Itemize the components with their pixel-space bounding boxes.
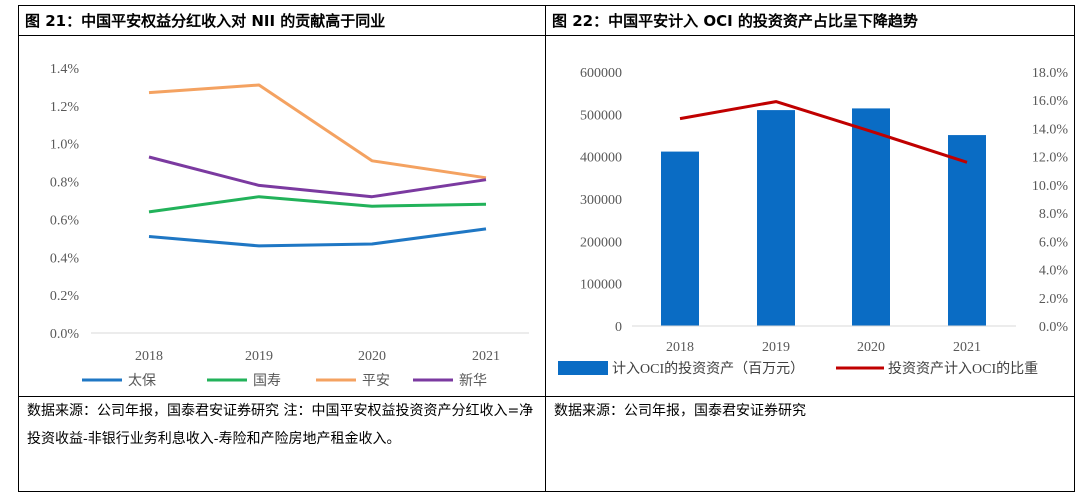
x-tick-label: 2020 bbox=[857, 340, 885, 355]
y-tick-label: 0.6% bbox=[50, 213, 80, 228]
y-tick-label: 1.0% bbox=[50, 138, 80, 153]
x-tick-label: 2018 bbox=[666, 340, 694, 355]
y-left-tick-label: 200000 bbox=[580, 235, 622, 250]
right-chart-area: 0 100000 200000 300000 400000 500000 600000 0.0… bbox=[546, 36, 1074, 397]
y-tick-label: 0.8% bbox=[50, 176, 80, 191]
y-right-tick-label: 14.0% bbox=[1032, 122, 1069, 137]
y-left-tick-label: 500000 bbox=[580, 108, 622, 123]
series-line-太保 bbox=[148, 227, 487, 248]
y-right-tick-label: 2.0% bbox=[1039, 292, 1069, 307]
y-right-tick-label: 4.0% bbox=[1039, 264, 1069, 279]
left-chart-area: 0.0% 0.2% 0.4% 0.6% 0.8% 1.0% 1.2% 1.4% 2018 2019… bbox=[19, 36, 545, 397]
legend-label: 平安 bbox=[362, 373, 390, 389]
legend-label-line: 投资资产计入OCI的比重 bbox=[888, 361, 1038, 377]
left-line-chart: 0.0% 0.2% 0.4% 0.6% 0.8% 1.0% 1.2% 1.4% 2018 2019… bbox=[50, 62, 529, 389]
right-figure-panel: 图 22：中国平安计入 OCI 的投资资产占比呈下降趋势 0 100000 2000… bbox=[545, 5, 1075, 492]
y-left-tick-label: 0 bbox=[615, 320, 622, 335]
y-right-tick-label: 8.0% bbox=[1039, 207, 1069, 222]
y-tick-label: 1.2% bbox=[50, 100, 80, 115]
y-right-tick-label: 6.0% bbox=[1039, 235, 1069, 250]
x-tick-label: 2019 bbox=[762, 340, 790, 355]
bar-2020 bbox=[852, 108, 890, 326]
y-tick-label: 0.4% bbox=[50, 251, 80, 266]
series-line-国寿 bbox=[148, 195, 487, 214]
x-tick-label: 2018 bbox=[135, 349, 163, 364]
y-left-tick-label: 300000 bbox=[580, 193, 622, 208]
left-figure-title: 图 21：中国平安权益分红收入对 NII 的贡献高于同业 bbox=[19, 6, 545, 36]
left-source-note: 数据来源：公司年报，国泰君安证券研究 注：中国平安权益投资资产分红收入=净投资收… bbox=[27, 403, 534, 447]
right-source-note: 数据来源：公司年报，国泰君安证券研究 bbox=[554, 403, 806, 419]
bar-2021 bbox=[948, 135, 986, 326]
x-tick-label: 2019 bbox=[245, 349, 273, 364]
y-right-tick-label: 18.0% bbox=[1032, 66, 1069, 81]
y-tick-label: 1.4% bbox=[50, 62, 80, 77]
y-left-tick-label: 100000 bbox=[580, 278, 622, 293]
legend-label: 新华 bbox=[459, 373, 487, 389]
y-tick-label: 0.2% bbox=[50, 289, 80, 304]
x-tick-label: 2021 bbox=[953, 340, 981, 355]
series-line-新华 bbox=[148, 155, 487, 199]
y-right-tick-label: 12.0% bbox=[1032, 151, 1069, 166]
bar-2019 bbox=[757, 110, 795, 326]
legend-label: 太保 bbox=[128, 373, 156, 389]
right-figure-title: 图 22：中国平安计入 OCI 的投资资产占比呈下降趋势 bbox=[546, 6, 1074, 36]
legend-label: 国寿 bbox=[253, 372, 281, 389]
x-tick-label: 2020 bbox=[358, 349, 386, 364]
legend-swatch-bars bbox=[558, 361, 608, 375]
y-right-tick-label: 10.0% bbox=[1032, 179, 1069, 194]
y-tick-label: 0.0% bbox=[50, 327, 80, 342]
legend-label-bars: 计入OCI的投资资产（百万元） bbox=[612, 361, 804, 377]
y-left-tick-label: 400000 bbox=[580, 151, 622, 166]
series-line-平安 bbox=[148, 83, 487, 180]
y-left-tick-label: 600000 bbox=[580, 66, 622, 81]
right-bar-line-chart: 0 100000 200000 300000 400000 500000 600000 0.0… bbox=[558, 66, 1069, 377]
y-right-tick-label: 16.0% bbox=[1032, 94, 1069, 109]
y-right-tick-label: 0.0% bbox=[1039, 320, 1069, 335]
x-tick-label: 2021 bbox=[472, 349, 500, 364]
bar-2018 bbox=[661, 151, 699, 326]
left-figure-panel: 图 21：中国平安权益分红收入对 NII 的贡献高于同业 0.0% 0.2% 0.4… bbox=[18, 5, 546, 492]
ratio-line bbox=[679, 100, 968, 164]
